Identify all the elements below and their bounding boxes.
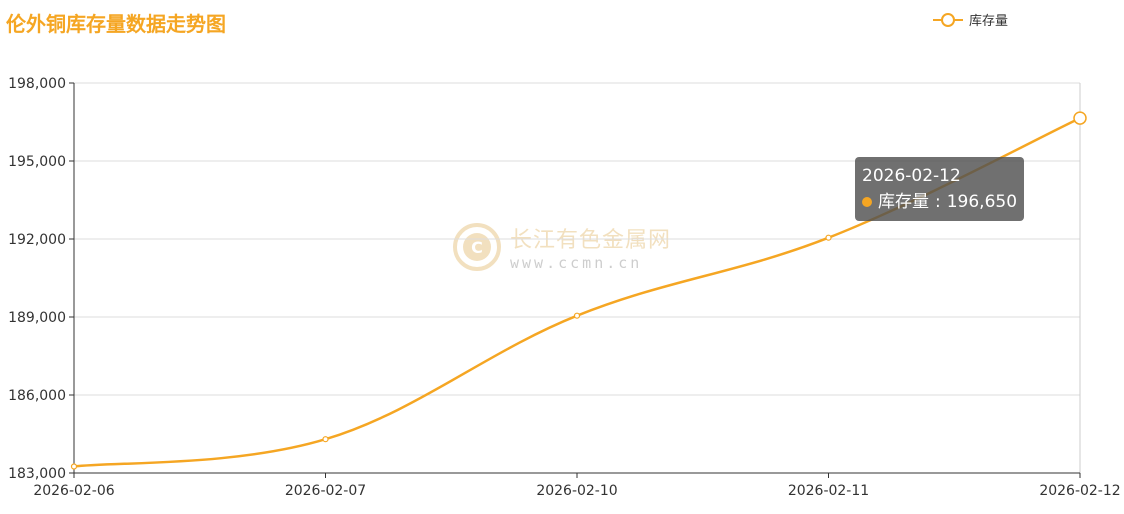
- legend[interactable]: 库存量: [932, 10, 1008, 29]
- watermark-name: 长江有色金属网: [510, 228, 672, 253]
- y-tick-label: 186,000: [8, 388, 66, 404]
- data-point: [573, 312, 581, 319]
- x-tick-label: 2026-02-11: [788, 483, 869, 499]
- tooltip-value: 196,650: [946, 192, 1018, 212]
- x-tick-label: 2026-02-10: [536, 483, 617, 499]
- x-tick-label: 2026-02-06: [33, 483, 114, 499]
- y-tick-label: 198,000: [8, 76, 66, 92]
- x-tick-label: 2026-02-07: [285, 483, 366, 499]
- y-tick-label: 195,000: [8, 154, 66, 170]
- data-point: [825, 234, 832, 241]
- watermark-url: www.ccmn.cn: [510, 254, 643, 272]
- data-point: [322, 436, 329, 443]
- data-point-highlighted: [1073, 111, 1087, 125]
- watermark: C 长江有色金属网 www.ccmn.cn: [452, 222, 671, 272]
- chart-title: 伦外铜库存量数据走势图: [6, 12, 226, 36]
- data-point: [70, 463, 78, 470]
- watermark-logo-icon: C: [453, 223, 501, 271]
- axis-layer: 183,000 186,000 189,000 192,000 195,000 198,0…: [8, 76, 1121, 499]
- legend-line-icon: [932, 12, 963, 27]
- y-tick-label: 189,000: [8, 310, 66, 326]
- tooltip-date: 2026-02-12: [862, 166, 961, 186]
- point-layer: [70, 111, 1087, 470]
- grid-layer: [74, 82, 1081, 473]
- tooltip-series-label: 库存量: [878, 192, 929, 212]
- tooltip-series-dot: [862, 197, 872, 207]
- y-tick-label: 183,000: [8, 466, 66, 482]
- tooltip: 2026-02-12 库存量: 196,650: [855, 157, 1025, 221]
- legend-label: 库存量: [968, 14, 1008, 29]
- svg-text:C: C: [471, 238, 483, 257]
- y-tick-label: 192,000: [8, 232, 66, 248]
- x-tick-label: 2026-02-12: [1039, 483, 1120, 499]
